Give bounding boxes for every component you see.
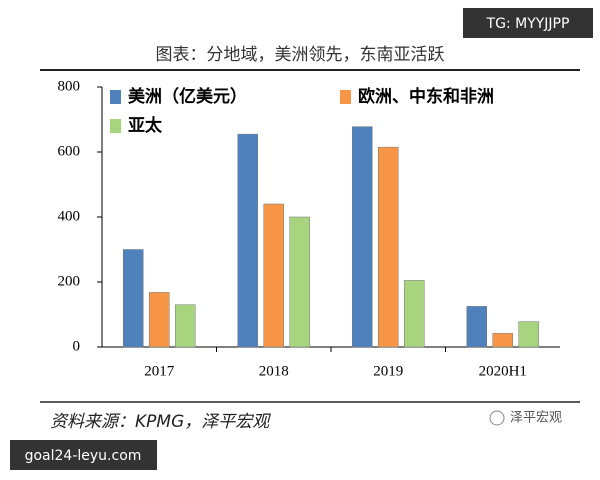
bar xyxy=(237,133,258,348)
legend-label: 亚太 xyxy=(128,115,163,136)
bar xyxy=(466,306,487,348)
x-tick-label: 2019 xyxy=(373,363,403,379)
bar xyxy=(352,126,373,348)
watermark: goal24-leyu.com xyxy=(25,448,142,464)
legend-swatch xyxy=(340,90,351,104)
x-tick-label: 2018 xyxy=(259,363,289,379)
watermark: TG: MYYJJPP xyxy=(486,16,570,32)
bar xyxy=(123,249,144,348)
y-tick-label: 200 xyxy=(58,273,81,289)
logo-icon xyxy=(489,410,505,426)
y-tick-label: 0 xyxy=(73,338,81,354)
bar xyxy=(263,203,284,348)
legend-swatch xyxy=(110,119,121,133)
y-tick-label: 800 xyxy=(58,78,81,94)
y-tick-label: 600 xyxy=(58,143,81,159)
legend-swatch xyxy=(110,90,121,104)
watermark-box xyxy=(463,8,593,38)
bar xyxy=(175,304,196,348)
legend-label: 欧洲、中东和非洲 xyxy=(358,86,494,107)
bar xyxy=(149,292,170,348)
bar xyxy=(289,216,310,348)
source: 资料来源：KPMG，泽平宏观 xyxy=(50,412,271,432)
logo: 泽平宏观 xyxy=(510,411,562,426)
watermark-box xyxy=(10,440,157,470)
bar xyxy=(404,280,425,348)
bar xyxy=(492,333,513,348)
x-tick-label: 2017 xyxy=(144,363,175,379)
bar xyxy=(518,321,539,348)
legend-label: 美洲（亿美元） xyxy=(128,86,247,107)
chart-title: 图表：分地域，美洲领先，东南亚活跃 xyxy=(156,45,445,65)
x-tick-label: 2020H1 xyxy=(479,363,527,379)
y-tick-label: 400 xyxy=(58,208,81,224)
bar xyxy=(378,146,399,348)
